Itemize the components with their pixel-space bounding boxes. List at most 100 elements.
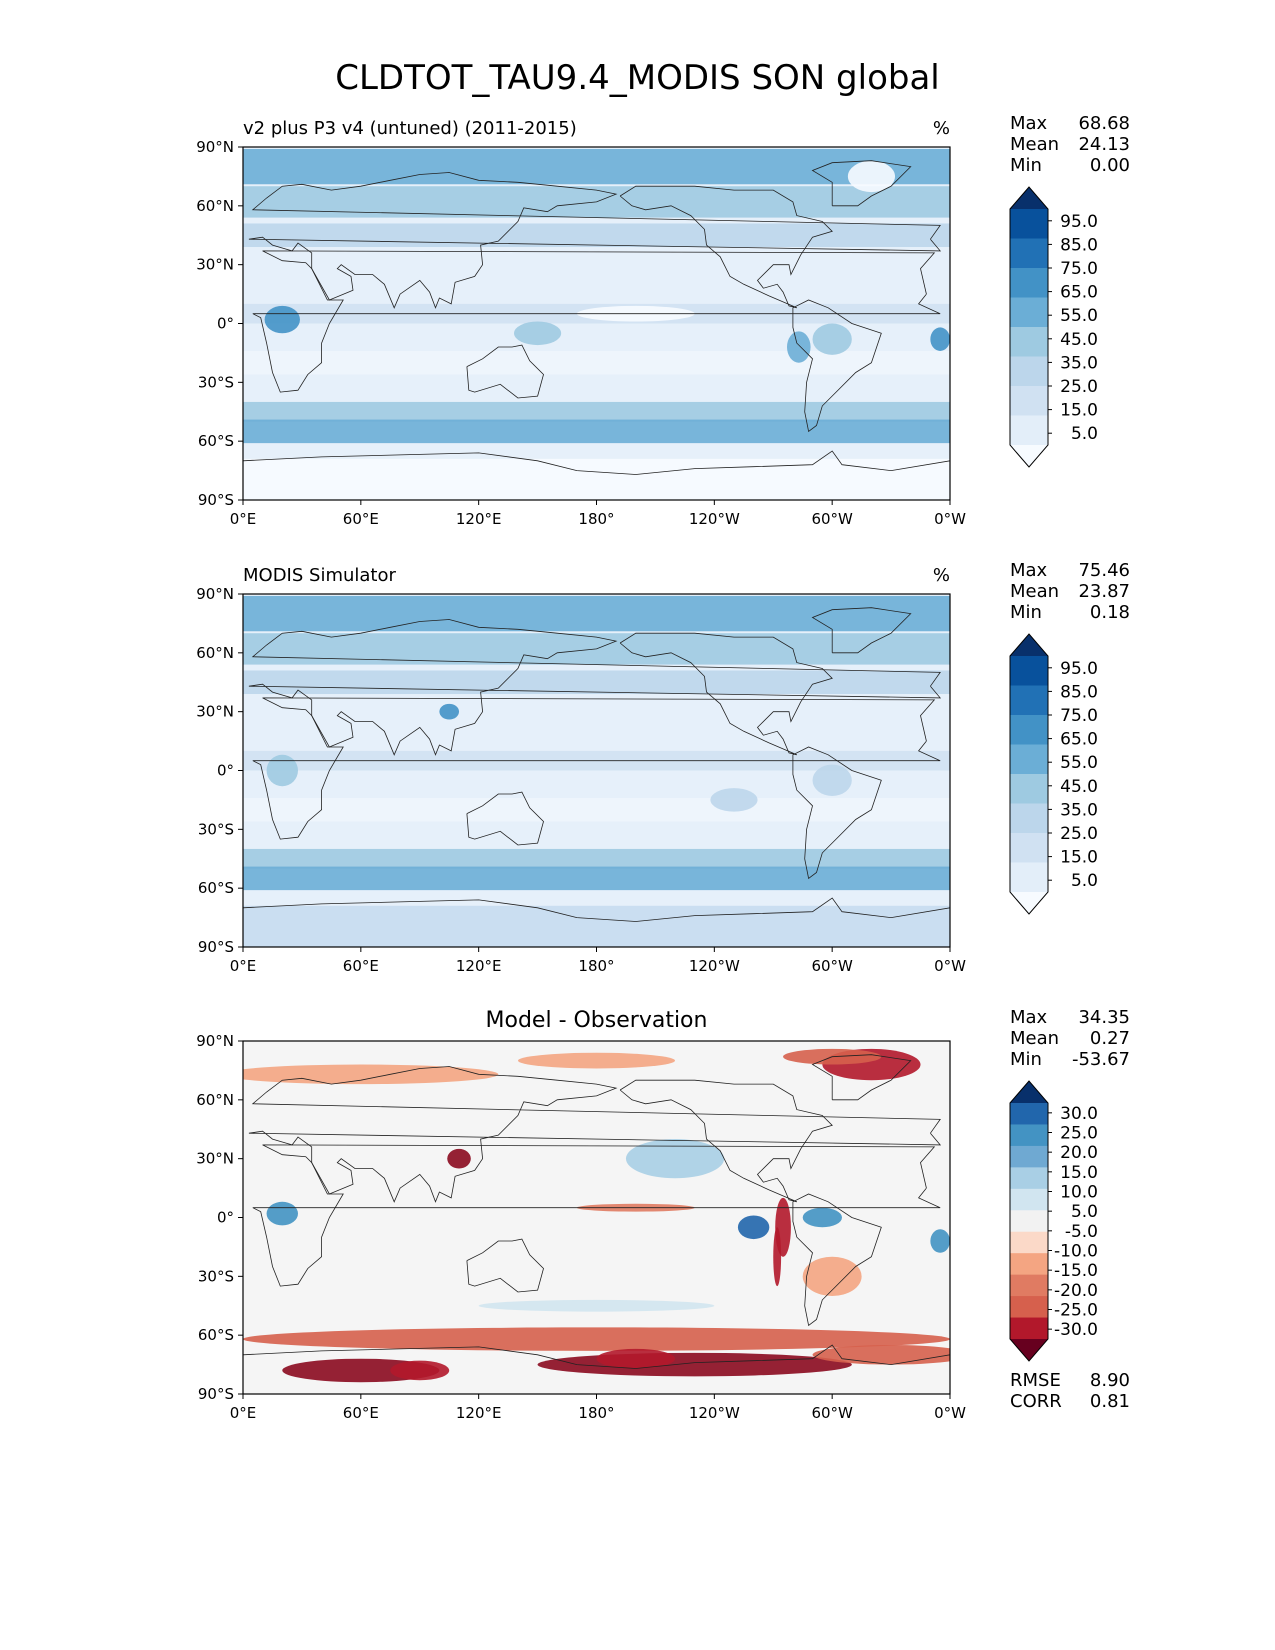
x-tick-label: 180° [578,510,614,528]
colorbar-segment [1010,386,1048,416]
colorbar-tick-label: -30.0 [1054,1320,1098,1340]
y-tick-label: 0° [217,762,234,780]
x-tick-label: 180° [578,1404,614,1422]
stat-corr-label: CORR [1010,1391,1062,1412]
colorbar-segment [1010,715,1048,745]
colorbar-segment [1010,656,1048,686]
colorbar-segment [1010,356,1048,387]
panel-units: % [933,118,950,139]
colorbar-outline [1009,633,1049,915]
colorbar-segment [1010,415,1048,446]
colorbar-extend-bottom [1010,445,1048,467]
colorbar-segment [1010,744,1048,775]
coastline [811,607,912,654]
panel-title: Model - Observation [486,1008,708,1033]
colorbar-tick-label: 20.0 [1060,1143,1098,1163]
coastline [792,1193,882,1327]
field-blob [930,327,950,351]
colorbar-tick-label: 5.0 [1071,424,1098,444]
colorbar-extend-top [1010,1081,1048,1103]
colorbar-tick-label: 45.0 [1060,777,1098,797]
colorbar-segment [1010,297,1048,328]
x-tick-label: 0°W [934,957,966,975]
field-blob [802,1207,842,1228]
stat-mean-value: 24.13 [1078,134,1130,155]
y-tick-label: 30°S [198,373,234,391]
field-blob [517,1052,676,1069]
field-band [243,848,950,869]
colorbar-segment [1010,268,1048,298]
field-blob [802,1256,862,1296]
colorbar-tick-label: 95.0 [1060,659,1098,679]
field-band [243,797,950,822]
stat-max-value: 75.46 [1078,560,1130,581]
field-blob [812,1344,950,1365]
y-tick-label: 90°N [196,585,234,603]
stat-max-label: Max [1010,1007,1048,1028]
y-tick-label: 90°S [198,491,234,509]
colorbar-outline [1009,186,1049,468]
coastline [466,344,544,399]
page-title: CLDTOT_TAU9.4_MODIS SON global [335,58,940,98]
y-tick-label: 0° [217,1209,234,1227]
coastline [252,250,941,393]
x-tick-label: 60°E [343,510,379,528]
field-blob [930,1229,950,1253]
coastline [792,746,882,880]
panel-title: v2 plus P3 v4 (untuned) (2011-2015) [243,118,577,139]
x-tick-label: 120°W [689,1404,740,1422]
colorbar-outline [1009,1080,1049,1362]
field-blob [812,764,852,796]
map-panel-1: v2 plus P3 v4 (untuned) (2011-2015) % 90°N… [196,113,1130,528]
colorbar-tick-label: 85.0 [1060,682,1098,702]
stat-min-label: Min [1010,1049,1042,1070]
colorbar-segment [1010,1210,1048,1233]
colorbar-segment [1010,1103,1048,1125]
field-band [243,866,950,891]
x-tick-label: 0°E [230,1404,257,1422]
coastline [811,1054,912,1101]
field-blob [439,703,460,720]
y-tick-label: 90°S [198,938,234,956]
y-tick-label: 90°N [196,138,234,156]
colorbar-tick-label: 5.0 [1071,871,1098,891]
colorbar-tick-label: 45.0 [1060,330,1098,350]
field-band [243,223,950,248]
field-blob [243,1327,950,1351]
colorbar-tick-label: 15.0 [1060,1163,1098,1183]
colorbar-extend-top [1010,187,1048,209]
colorbar-tick-label: 25.0 [1060,1124,1098,1144]
colorbar-tick-label: -25.0 [1054,1301,1098,1321]
field-band [243,419,950,444]
y-tick-label: 30°N [196,703,234,721]
field-blob [537,1352,852,1377]
stat-max-value: 68.68 [1078,113,1130,134]
field-band [243,148,950,185]
panel-title: MODIS Simulator [243,565,396,586]
panel-units: % [933,565,950,586]
stat-mean-label: Mean [1010,134,1059,155]
stat-min-value: 0.00 [1090,155,1130,176]
colorbar-tick-label: 15.0 [1060,848,1098,868]
stat-min-label: Min [1010,155,1042,176]
coastline [466,1238,544,1293]
y-tick-label: 60°S [198,1326,234,1344]
field-blob [847,160,896,193]
y-tick-label: 0° [217,315,234,333]
field-blob [266,754,298,787]
y-tick-label: 60°N [196,1091,234,1109]
colorbar-tick-label: 55.0 [1060,753,1098,773]
coastline [619,185,833,309]
colorbar-segment [1010,209,1048,239]
x-tick-label: 60°E [343,957,379,975]
y-tick-label: 30°S [198,820,234,838]
stat-rmse-label: RMSE [1010,1370,1061,1391]
colorbar-tick-label: 55.0 [1060,306,1098,326]
y-tick-label: 30°N [196,1150,234,1168]
field-band [243,350,950,375]
coastline [243,897,950,947]
x-tick-label: 120°W [689,957,740,975]
colorbar-tick-label: -20.0 [1054,1281,1098,1301]
colorbar-tick-label: 75.0 [1060,706,1098,726]
x-tick-label: 60°W [811,957,853,975]
